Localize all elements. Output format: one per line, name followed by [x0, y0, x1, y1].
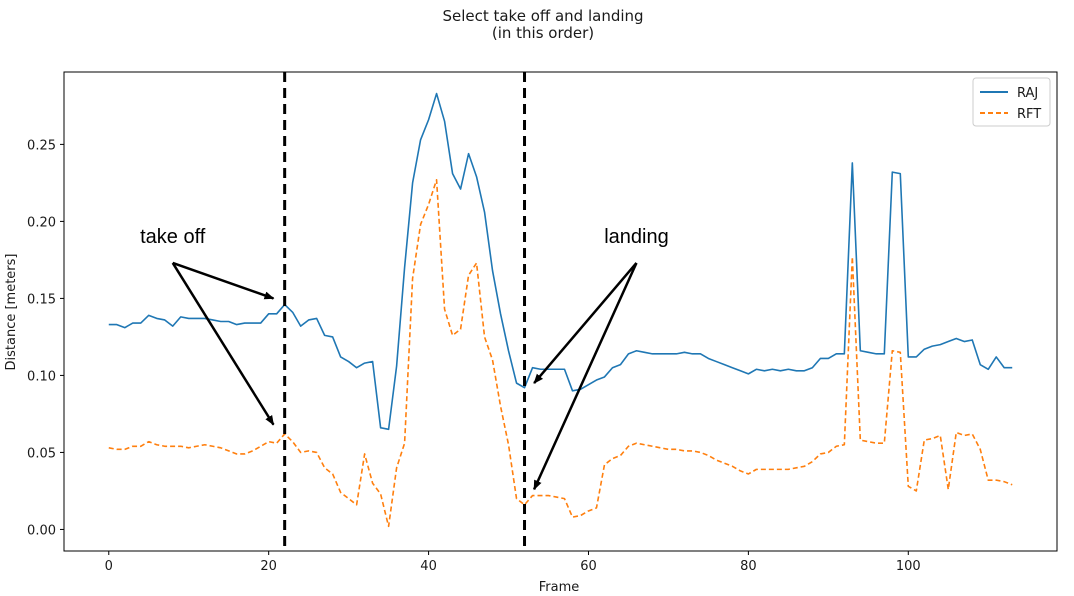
annotation-arrow	[172, 261, 275, 300]
y-tick-label: 0.00	[27, 523, 56, 538]
y-tick-label: 0.15	[27, 292, 56, 307]
y-axis: 0.00 0.05 0.10 0.15 0.20 0.25	[27, 138, 64, 538]
x-tick-label: 80	[740, 559, 757, 574]
annotation-arrow	[532, 262, 638, 491]
y-axis-label: Distance [meters]	[4, 254, 19, 371]
x-tick-label: 100	[896, 559, 921, 574]
x-tick-label: 60	[580, 559, 597, 574]
plot-area	[63, 71, 1058, 552]
series-line-rft	[108, 179, 1013, 528]
chart-subtitle: (in this order)	[492, 24, 594, 42]
annotation-arrow	[171, 262, 275, 426]
annotation-label: landing	[604, 226, 669, 248]
y-tick-label: 0.05	[27, 446, 56, 461]
vertical-markers	[283, 72, 527, 551]
y-tick-label: 0.25	[27, 138, 56, 153]
legend: RAJ RFT	[972, 77, 1051, 127]
series-layer	[108, 92, 1013, 528]
x-tick-label: 40	[420, 559, 437, 574]
x-tick-label: 20	[260, 559, 277, 574]
y-tick-label: 0.10	[27, 369, 56, 384]
annotation-arrow	[533, 262, 638, 384]
plot-frame	[63, 71, 1058, 552]
series-line-raj	[108, 92, 1013, 431]
y-tick-label: 0.20	[27, 215, 56, 230]
x-axis: 0 20 40 60 80 100	[105, 551, 921, 574]
x-axis-label: Frame	[539, 580, 580, 595]
legend-label: RAJ	[1017, 86, 1038, 101]
annotation-label: take off	[140, 226, 206, 248]
legend-label: RFT	[1017, 107, 1041, 122]
x-tick-label: 0	[105, 559, 113, 574]
chart-title: Select take off and landing	[442, 7, 643, 25]
annotations: take off landing	[140, 226, 669, 491]
